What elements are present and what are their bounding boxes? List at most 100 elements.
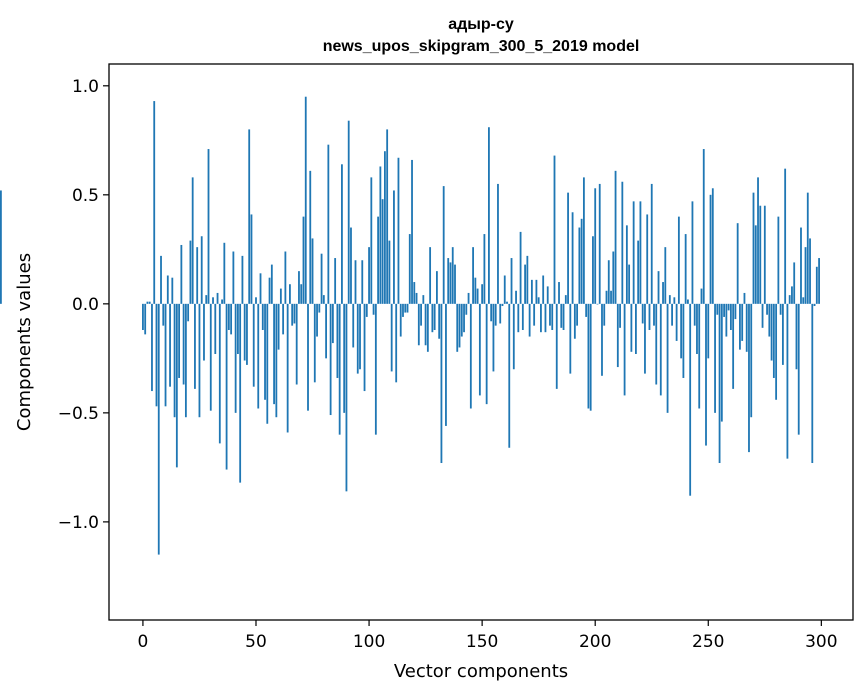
bar-41 xyxy=(234,303,237,413)
bar-243 xyxy=(691,201,694,304)
y-tick-label: 0.0 xyxy=(72,295,99,315)
bar-256 xyxy=(720,303,723,422)
bar-275 xyxy=(763,205,766,304)
bar-184 xyxy=(558,282,560,304)
bar-294 xyxy=(806,192,809,304)
bar-225 xyxy=(650,183,653,304)
bar-64 xyxy=(286,303,289,433)
bar-293 xyxy=(804,247,807,304)
bar-107 xyxy=(383,151,386,304)
bar-0 xyxy=(142,303,144,330)
bar-20 xyxy=(187,303,190,322)
bar-288 xyxy=(793,262,796,304)
bar-52 xyxy=(259,273,262,304)
bar-291 xyxy=(800,227,802,304)
bar-32 xyxy=(214,303,217,354)
x-axis-label: Vector components xyxy=(394,661,568,682)
bar-144 xyxy=(467,292,470,304)
bar-60 xyxy=(277,303,280,350)
bar-161 xyxy=(506,301,508,304)
bar-202 xyxy=(598,183,601,304)
bar-72 xyxy=(304,96,307,304)
bar-140 xyxy=(458,303,461,348)
bar-196 xyxy=(585,303,588,317)
x-tick-label: 0 xyxy=(138,632,149,652)
bar-47 xyxy=(248,129,251,304)
x-tick-label: 200 xyxy=(579,632,611,652)
bar-54 xyxy=(264,303,266,400)
bar-119 xyxy=(411,159,413,304)
bar-240 xyxy=(684,234,687,304)
bar-162 xyxy=(508,303,511,448)
bar-139 xyxy=(456,303,459,352)
bar-31 xyxy=(212,297,214,304)
bar-70 xyxy=(300,284,303,304)
bar-59 xyxy=(275,303,278,418)
bar-71 xyxy=(302,216,305,304)
bar-236 xyxy=(675,303,678,341)
bar-91 xyxy=(347,120,350,304)
bar-253 xyxy=(714,303,716,413)
bar-78 xyxy=(318,303,321,313)
bar-100 xyxy=(368,247,370,304)
bar-108 xyxy=(386,129,389,304)
bar-16 xyxy=(178,303,181,378)
bar-96 xyxy=(359,303,361,370)
bar-135 xyxy=(447,258,450,304)
bar-248 xyxy=(702,149,705,304)
bar-126 xyxy=(426,303,429,352)
bar-3 xyxy=(148,301,151,304)
bar-14 xyxy=(173,303,176,418)
bar-251 xyxy=(709,194,712,304)
bar-12 xyxy=(169,303,171,387)
bar-146 xyxy=(472,247,474,304)
bar-237 xyxy=(677,216,680,304)
bar-75 xyxy=(311,238,314,304)
bar-265 xyxy=(741,303,744,341)
bar-166 xyxy=(517,303,520,333)
bar-94 xyxy=(354,260,357,304)
bar-104 xyxy=(377,216,380,304)
bar-93 xyxy=(352,303,355,348)
bar-49 xyxy=(252,303,255,387)
bar-57 xyxy=(270,264,273,304)
bar-134 xyxy=(445,303,447,426)
y-axis-label: Components values xyxy=(14,253,35,431)
bar-158 xyxy=(499,303,502,324)
bar-65 xyxy=(289,284,291,304)
bar-175 xyxy=(537,297,540,304)
bar-79 xyxy=(320,253,323,304)
bar-82 xyxy=(327,144,330,304)
bar-235 xyxy=(673,297,676,304)
bar-252 xyxy=(711,188,714,304)
bar-117 xyxy=(406,303,409,313)
bar-246 xyxy=(698,303,701,409)
bar-56 xyxy=(268,277,271,304)
bar-249 xyxy=(705,303,707,446)
bar-211 xyxy=(619,303,621,328)
bar-268 xyxy=(748,303,750,453)
bar-137 xyxy=(451,247,454,304)
bar-254 xyxy=(716,303,719,315)
bar-143 xyxy=(465,303,468,315)
bar-42 xyxy=(237,303,239,354)
bar-242 xyxy=(689,303,692,496)
bar-181 xyxy=(551,303,554,330)
bar-92 xyxy=(350,227,352,304)
bar-97 xyxy=(361,260,364,304)
bar-18 xyxy=(182,303,185,385)
bar-284 xyxy=(784,168,787,304)
bar-undefined xyxy=(0,190,2,304)
bar-153 xyxy=(488,127,490,304)
bar-164 xyxy=(512,303,515,370)
bar-124 xyxy=(422,295,425,304)
bar-299 xyxy=(818,258,820,304)
bar-24 xyxy=(196,247,199,304)
bar-148 xyxy=(476,288,479,304)
bar-163 xyxy=(510,258,513,304)
x-tick-label: 150 xyxy=(466,632,498,652)
plot-bars xyxy=(0,96,820,555)
bar-149 xyxy=(478,303,481,396)
bar-7 xyxy=(157,303,160,555)
